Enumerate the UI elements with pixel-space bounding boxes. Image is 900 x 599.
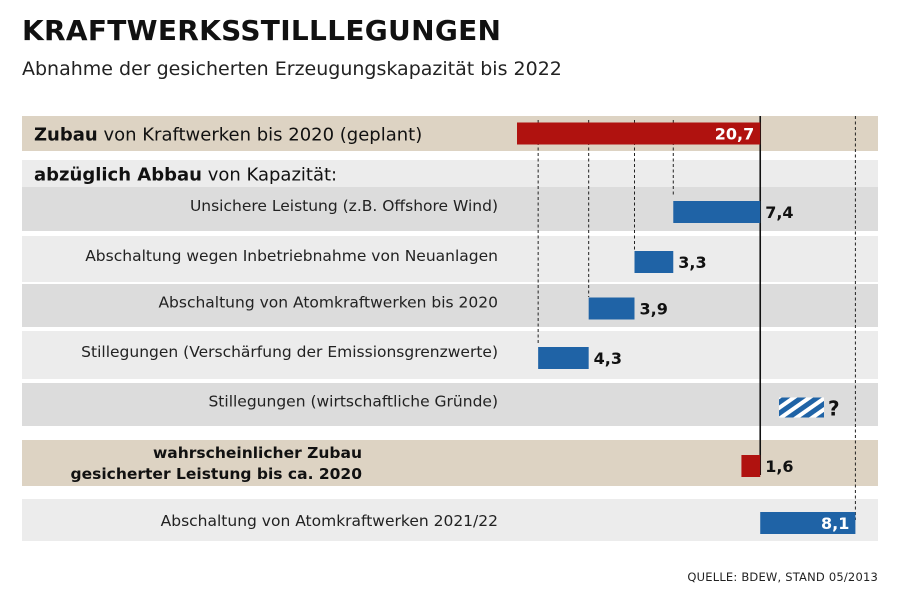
row-label-result: wahrscheinlicher Zubau — [153, 444, 362, 462]
row-label: Abschaltung von Atomkraftwerken 2021/22 — [161, 512, 498, 530]
row-label: Abschaltung wegen Inbetriebnahme von Neu… — [85, 247, 498, 265]
bar — [741, 455, 761, 477]
row-label-zubau: Zubau von Kraftwerken bis 2020 (geplant) — [34, 125, 422, 146]
row-band — [22, 284, 878, 327]
chart-subtitle: Abnahme der gesicherten Erzeugungskapazi… — [22, 58, 562, 80]
bar — [760, 512, 856, 534]
bar — [673, 201, 761, 223]
row-label-result: gesicherter Leistung bis ca. 2020 — [71, 465, 363, 483]
value-label: ? — [828, 397, 840, 421]
chart-title: KRAFTWERKSSTILLLEGUNGEN — [22, 14, 502, 47]
value-label: 3,9 — [640, 300, 668, 319]
bar — [538, 347, 589, 369]
value-label: 4,3 — [594, 349, 622, 368]
row-label: Stillegungen (wirtschaftliche Gründe) — [208, 393, 498, 411]
value-label: 7,4 — [765, 203, 793, 222]
row-band — [22, 383, 878, 426]
value-label: 1,6 — [765, 457, 793, 476]
row-label-header: abzüglich Abbau von Kapazität: — [34, 165, 337, 186]
row-band — [22, 440, 878, 486]
row-band — [22, 499, 878, 541]
bar — [634, 251, 674, 273]
value-label: 3,3 — [678, 253, 706, 272]
row-label: Abschaltung von Atomkraftwerken bis 2020 — [158, 294, 498, 312]
value-label: 20,7 — [715, 125, 754, 144]
row-band — [22, 331, 878, 379]
bar — [588, 297, 635, 320]
row-label: Stillegungen (Verschärfung der Emissions… — [81, 343, 498, 361]
row-band — [22, 236, 878, 282]
source-note: QUELLE: BDEW, STAND 05/2013 — [687, 570, 878, 584]
row-label: Unsichere Leistung (z.B. Offshore Wind) — [190, 197, 498, 215]
bar — [517, 122, 761, 145]
bar-unknown-hatched — [779, 397, 824, 418]
row-band — [22, 160, 878, 187]
value-label: 8,1 — [821, 514, 849, 533]
